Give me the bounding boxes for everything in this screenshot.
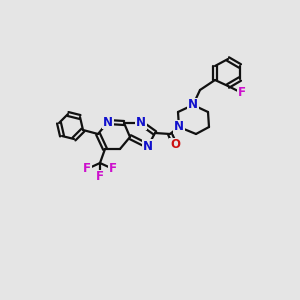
- Text: F: F: [109, 163, 117, 176]
- Text: O: O: [170, 139, 180, 152]
- Text: F: F: [238, 86, 246, 100]
- Text: F: F: [96, 170, 104, 184]
- Text: F: F: [83, 163, 91, 176]
- Text: N: N: [143, 140, 153, 152]
- Text: N: N: [188, 98, 198, 112]
- Text: N: N: [136, 116, 146, 130]
- Text: N: N: [174, 121, 184, 134]
- Text: N: N: [103, 116, 113, 128]
